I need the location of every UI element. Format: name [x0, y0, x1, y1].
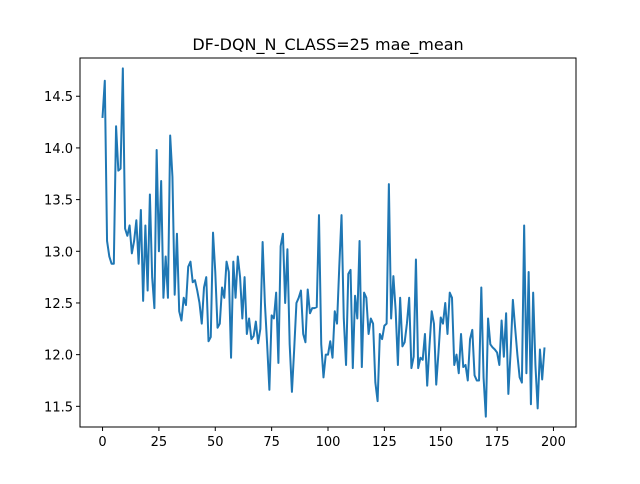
y-tick-label: 12.5	[44, 297, 73, 312]
y-tick-label: 12.0	[44, 349, 73, 364]
axes-frame	[79, 57, 577, 428]
x-axis: 0 25 50 75 100 125 150 175 200	[98, 427, 566, 450]
chart-title: DF-DQN_N_CLASS=25 mae_mean	[192, 35, 463, 55]
x-tick-label: 50	[207, 435, 224, 450]
x-tick-label: 175	[485, 435, 510, 450]
series-line-0	[101, 67, 546, 418]
x-tick-label: 200	[541, 435, 566, 450]
y-axis: 11.5 12.0 12.5 13.0 13.5 14.0 14.5	[44, 90, 80, 415]
x-tick-label: 150	[428, 435, 453, 450]
x-tick-label: 0	[98, 435, 106, 450]
x-tick-label: 25	[151, 435, 168, 450]
x-tick-label: 125	[372, 435, 397, 450]
y-tick-label: 13.5	[44, 194, 73, 209]
y-tick-label: 13.0	[44, 245, 73, 260]
x-tick-label: 100	[316, 435, 341, 450]
y-tick-label: 11.5	[44, 400, 73, 415]
plot-layer	[101, 67, 546, 418]
y-tick-label: 14.5	[44, 90, 73, 105]
y-tick-label: 14.0	[44, 142, 73, 157]
x-tick-label: 75	[263, 435, 280, 450]
